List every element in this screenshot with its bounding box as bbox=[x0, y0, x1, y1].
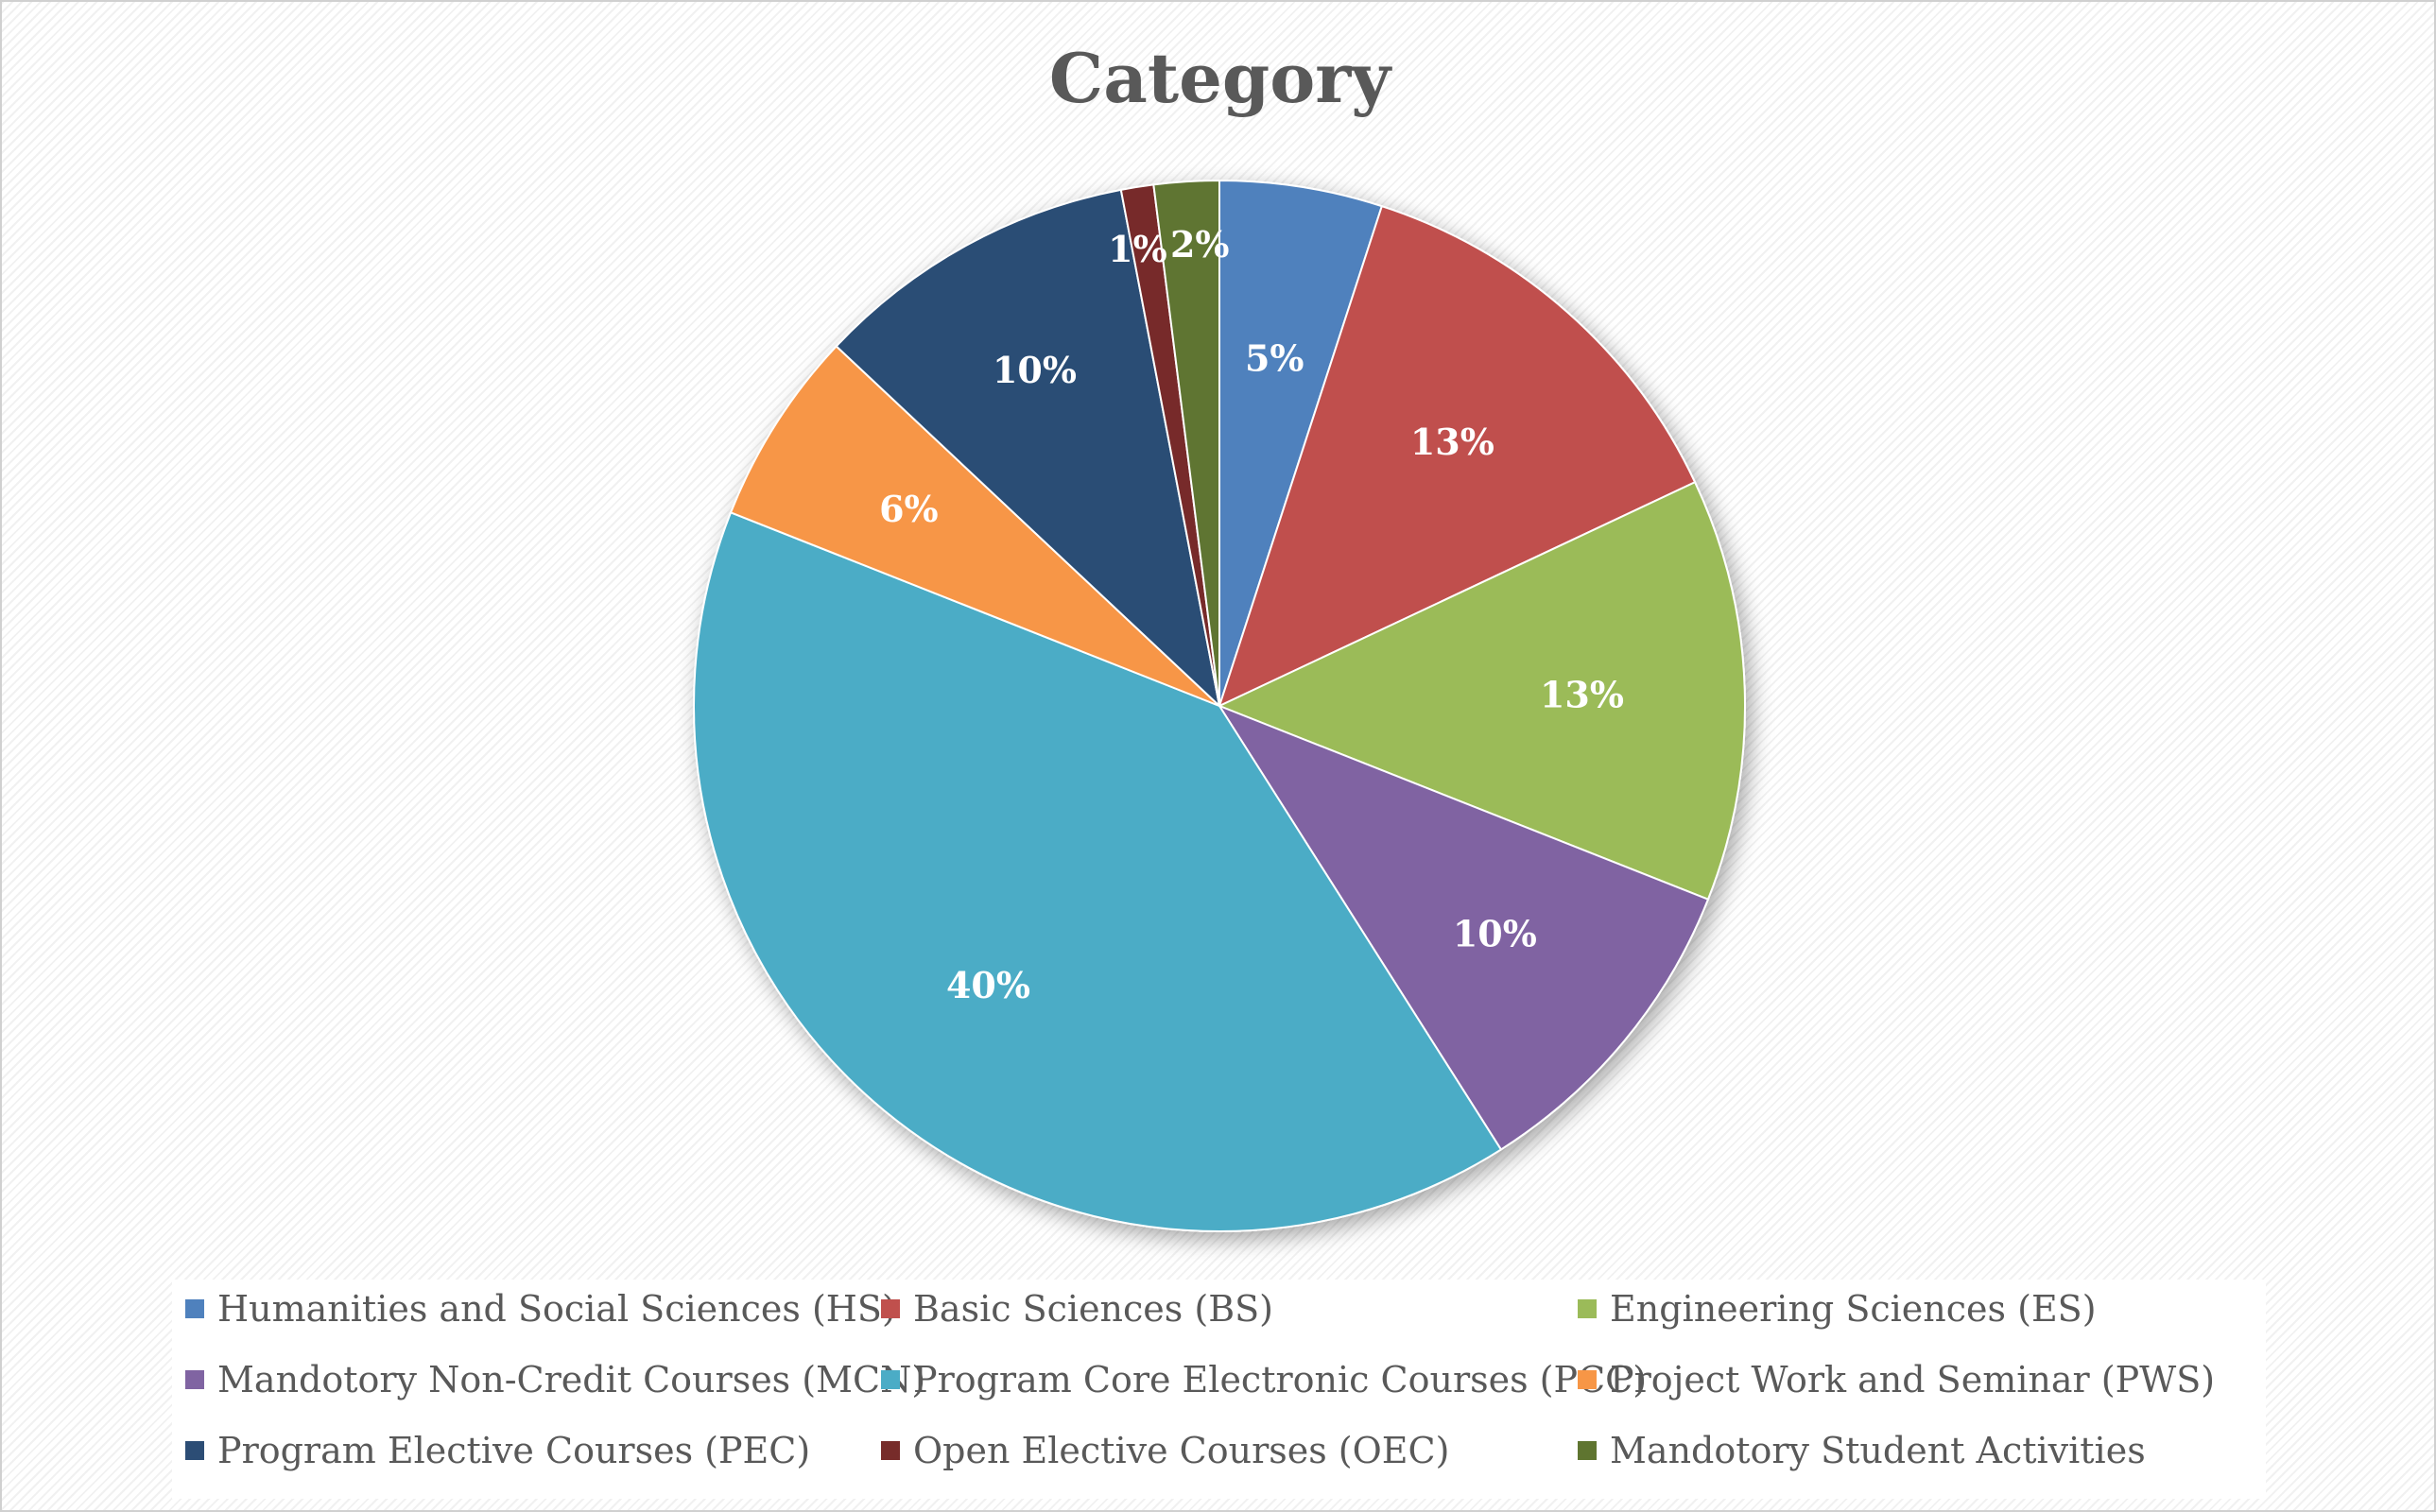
pie-slice-5 bbox=[693, 511, 1503, 1232]
legend-item-2: Basic Sciences (BS) bbox=[881, 1285, 1273, 1332]
slice-label-4: 10% bbox=[1453, 912, 1537, 954]
pie-slice-6 bbox=[729, 344, 1220, 707]
slice-labels: 5% 13% 13% 10% 40% 6% 10% 1% 2% bbox=[879, 223, 1624, 1006]
legend-swatch-1 bbox=[185, 1299, 204, 1318]
legend-swatch-3 bbox=[1578, 1299, 1597, 1318]
legend-swatch-4 bbox=[185, 1370, 204, 1389]
legend-swatch-6 bbox=[1578, 1370, 1597, 1389]
legend-item-6: Project Work and Seminar (PWS) bbox=[1578, 1356, 2215, 1403]
legend-label-1: Humanities and Social Sciences (HS) bbox=[217, 1288, 896, 1330]
legend-item-4: Mandotory Non-Credit Courses (MCN) bbox=[185, 1356, 925, 1403]
legend-label-2: Basic Sciences (BS) bbox=[913, 1288, 1273, 1330]
legend-swatch-5 bbox=[881, 1370, 900, 1389]
pie-chart: 5% 13% 13% 10% 40% 6% 10% 1% 2% bbox=[693, 179, 1746, 1232]
slice-label-3: 13% bbox=[1540, 673, 1624, 715]
legend-item-3: Engineering Sciences (ES) bbox=[1578, 1285, 2097, 1332]
slice-label-1: 5% bbox=[1245, 337, 1304, 380]
legend-item-7: Program Elective Courses (PEC) bbox=[185, 1427, 810, 1474]
legend: Humanities and Social Sciences (HS) Basic… bbox=[172, 1280, 2266, 1499]
legend-label-4: Mandotory Non-Credit Courses (MCN) bbox=[217, 1359, 926, 1400]
legend-label-7: Program Elective Courses (PEC) bbox=[217, 1430, 811, 1471]
legend-swatch-8 bbox=[881, 1441, 900, 1460]
legend-swatch-7 bbox=[185, 1441, 204, 1460]
pie-slice-2 bbox=[1218, 204, 1697, 708]
pie-slice-3 bbox=[1217, 480, 1746, 901]
legend-label-8: Open Elective Courses (OEC) bbox=[913, 1430, 1450, 1471]
pie-slice-1 bbox=[1218, 179, 1384, 707]
legend-item-5: Program Core Electronic Courses (PCC) bbox=[881, 1356, 1647, 1403]
legend-label-9: Mandotory Student Activities bbox=[1610, 1430, 2146, 1471]
legend-swatch-2 bbox=[881, 1299, 900, 1318]
chart-title: Category bbox=[1048, 38, 1391, 118]
slice-label-6: 6% bbox=[879, 488, 939, 530]
slice-label-7: 10% bbox=[993, 349, 1077, 391]
legend-label-6: Project Work and Seminar (PWS) bbox=[1610, 1359, 2216, 1400]
legend-item-8: Open Elective Courses (OEC) bbox=[881, 1427, 1449, 1474]
slice-label-8: 1% bbox=[1108, 228, 1167, 270]
slice-label-9: 2% bbox=[1170, 223, 1230, 266]
legend-swatch-9 bbox=[1578, 1441, 1597, 1460]
legend-label-5: Program Core Electronic Courses (PCC) bbox=[913, 1359, 1648, 1400]
legend-label-3: Engineering Sciences (ES) bbox=[1610, 1288, 2097, 1330]
legend-item-9: Mandotory Student Activities bbox=[1578, 1427, 2146, 1474]
pie-slice-9 bbox=[1152, 179, 1220, 707]
slice-label-2: 13% bbox=[1410, 421, 1494, 463]
slice-label-5: 40% bbox=[946, 964, 1030, 1006]
pie-slice-4 bbox=[1217, 703, 1710, 1151]
pie-slice-7 bbox=[835, 188, 1221, 709]
pie-slices bbox=[693, 179, 1746, 1232]
legend-item-1: Humanities and Social Sciences (HS) bbox=[185, 1285, 896, 1332]
